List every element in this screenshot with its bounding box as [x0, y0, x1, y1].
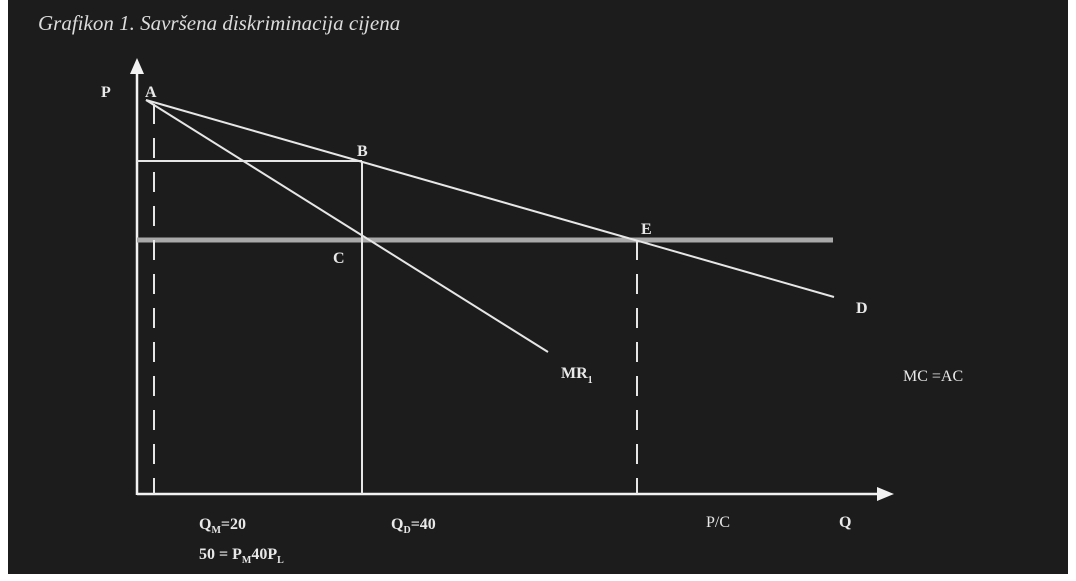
qd-label: QD=40	[391, 516, 436, 536]
chart-panel	[8, 0, 1068, 574]
x-axis-arrow-icon	[877, 487, 894, 501]
y-axis-arrow-icon	[130, 58, 144, 74]
y-axis-label: P	[101, 84, 111, 101]
mr-curve	[145, 99, 549, 353]
demand-label: D	[856, 300, 868, 317]
qm-label: QM=20	[199, 516, 246, 536]
x-axis-label: Q	[839, 514, 851, 531]
mc-ac-label: MC =AC	[903, 368, 963, 385]
point-a-label: A	[145, 84, 157, 101]
point-c-label: C	[333, 250, 345, 267]
formula-label: 50 = PM40PL	[199, 546, 284, 566]
point-b-label: B	[357, 143, 368, 160]
axes	[130, 58, 894, 501]
demand-curve	[145, 99, 835, 298]
pc-label: P/C	[706, 514, 730, 531]
figure-title: Grafikon 1. Savršena diskriminacija cije…	[38, 11, 400, 35]
mr-label: MR1	[561, 365, 593, 386]
point-e-label: E	[641, 221, 652, 238]
